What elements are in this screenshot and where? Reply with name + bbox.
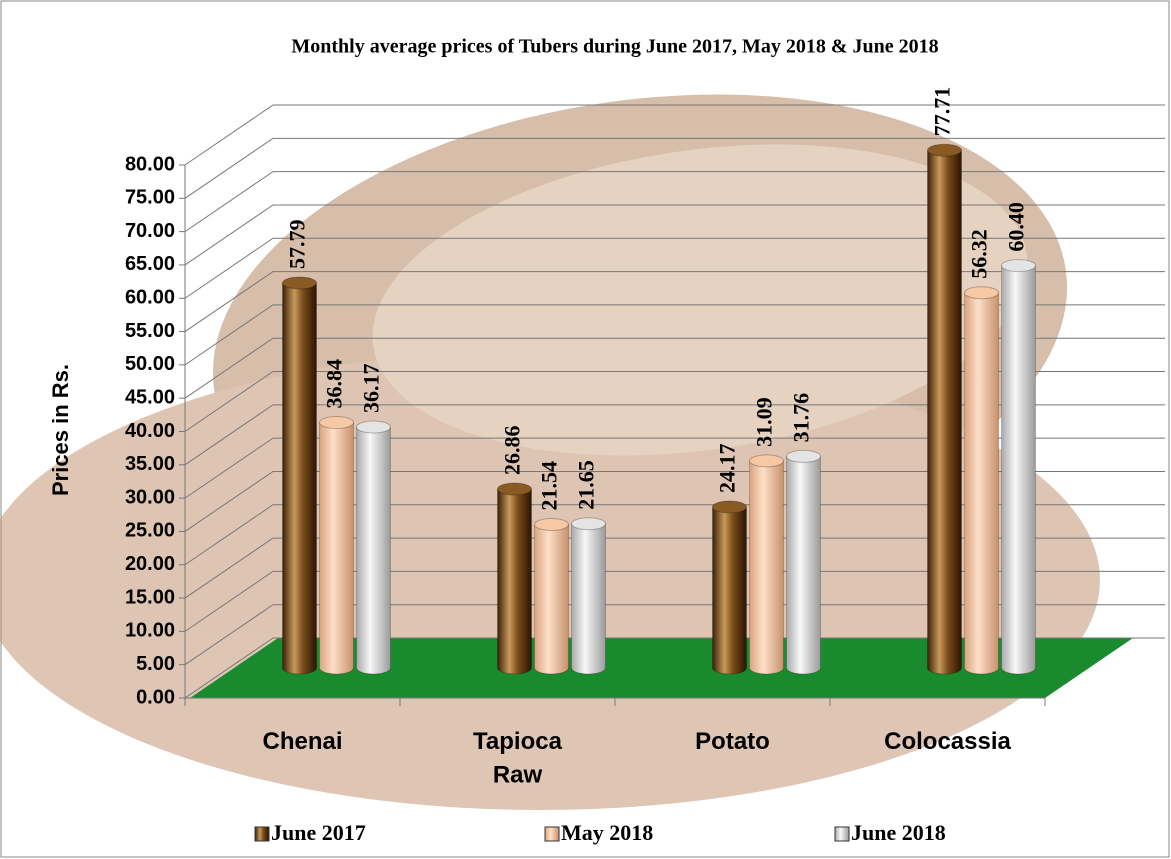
grid-line [184, 337, 1165, 399]
grid-line [184, 537, 1165, 599]
legend-swatch [254, 826, 270, 842]
bar-top [534, 517, 569, 531]
data-label: 26.86 [500, 426, 525, 476]
grid-line [184, 237, 1165, 299]
bar [927, 149, 962, 675]
legend-swatch [544, 826, 560, 842]
grid-line [184, 371, 1165, 432]
grid-line [184, 204, 1165, 266]
bar [534, 523, 569, 675]
y-tick-label: 25.00 [125, 520, 175, 542]
bar [786, 455, 821, 675]
bar [571, 523, 606, 675]
y-tick-label: 30.00 [125, 486, 175, 508]
grid-line [184, 437, 1165, 499]
bar [1001, 265, 1036, 675]
bar [282, 282, 317, 675]
bar-top [712, 500, 747, 514]
grid-line [184, 271, 1165, 332]
y-tick-label: 60.00 [125, 287, 175, 309]
y-tick-label: 80.00 [125, 153, 175, 175]
data-label: 60.40 [1004, 202, 1029, 252]
bar-top [356, 420, 391, 434]
data-label: 31.76 [789, 393, 814, 443]
data-label: 31.09 [752, 397, 777, 447]
y-tick-label: 35.00 [125, 453, 175, 475]
bar [964, 292, 999, 675]
y-tick-label: 20.00 [125, 553, 175, 575]
legend-label: June 2018 [851, 820, 946, 845]
chart-title: Monthly average prices of Tubers during … [291, 36, 938, 58]
legend-swatch [834, 826, 850, 842]
y-tick-label: 50.00 [125, 353, 175, 375]
x-tick-label: Colocassia [884, 728, 1011, 755]
y-tick-label: 70.00 [125, 220, 175, 242]
grid-line [184, 171, 1165, 233]
y-tick-label: 45.00 [125, 386, 175, 408]
x-tick-label: Potato [695, 728, 770, 755]
grid-line [184, 470, 1165, 532]
bar [712, 506, 747, 675]
data-label: 77.71 [930, 87, 955, 137]
data-label: 36.17 [359, 364, 384, 414]
x-tick-label: Chenai [262, 728, 342, 755]
legend-label: June 2017 [271, 820, 366, 845]
y-tick-label: 10.00 [125, 620, 175, 642]
data-label: 56.32 [967, 229, 992, 279]
data-label: 21.65 [574, 460, 599, 510]
bar [749, 460, 784, 675]
grid-line [184, 404, 1165, 466]
data-label: 24.17 [715, 443, 740, 493]
x-tick-label: Tapioca Raw [473, 728, 563, 789]
bar-top [319, 416, 354, 430]
grid-line [184, 104, 1165, 166]
y-tick-label: 75.00 [125, 187, 175, 209]
grid-line [184, 137, 1165, 199]
y-tick-label: 5.00 [136, 653, 175, 675]
legend-label: May 2018 [561, 820, 653, 845]
grid-line [184, 304, 1165, 366]
bar-top [1001, 259, 1036, 273]
bar-top [927, 143, 962, 157]
bar-top [497, 482, 532, 496]
floor [190, 638, 1133, 698]
y-tick-label: 40.00 [125, 420, 175, 442]
bar-top [749, 454, 784, 468]
bar-top [282, 276, 317, 290]
y-tick-label: 15.00 [125, 586, 175, 608]
bar-top [571, 517, 606, 531]
grid-line [184, 637, 1165, 699]
bar [497, 488, 532, 675]
data-label: 21.54 [537, 461, 562, 511]
grid-line [184, 604, 1165, 666]
bar [319, 422, 354, 675]
bar [356, 426, 391, 675]
y-tick-label: 0.00 [136, 686, 175, 708]
grid-line [184, 570, 1165, 632]
bar-top [786, 449, 821, 463]
y-axis-label: Prices in Rs. [48, 364, 73, 496]
data-label: 36.84 [322, 359, 347, 409]
y-tick-label: 55.00 [125, 320, 175, 342]
y-tick-label: 65.00 [125, 253, 175, 275]
bar-top [964, 286, 999, 300]
grid-line [184, 504, 1165, 566]
data-label: 57.79 [285, 219, 310, 269]
